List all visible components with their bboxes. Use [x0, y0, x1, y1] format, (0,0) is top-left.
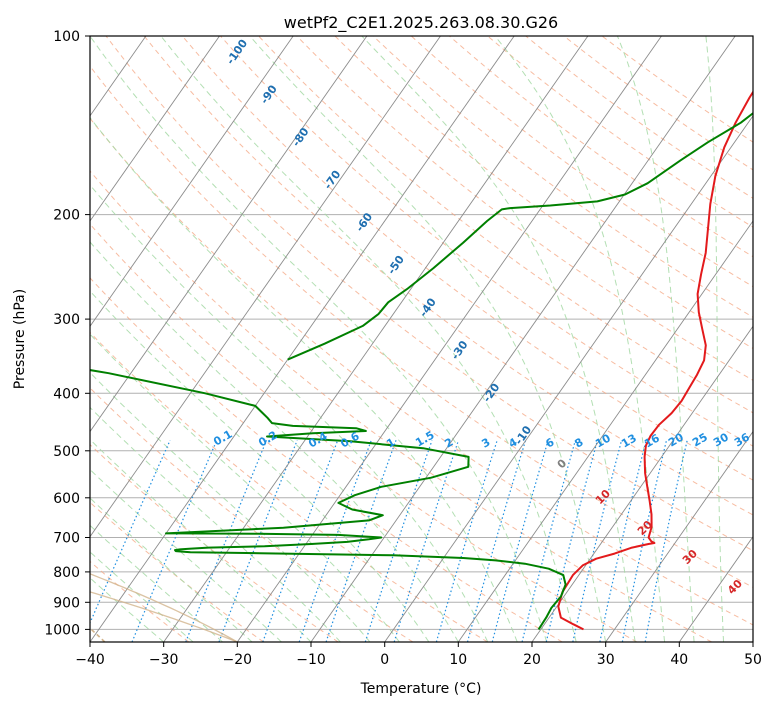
- moist-adiabat: [90, 241, 459, 642]
- mixing-ratio-line: [90, 440, 171, 625]
- isotherm: [0, 36, 72, 642]
- isotherm: [384, 115, 753, 642]
- isotherm: [90, 36, 441, 538]
- isotherm: [90, 36, 294, 328]
- moist-adiabat: [90, 36, 548, 642]
- mixing-ratio-line: [599, 440, 647, 642]
- moist-adiabat: [90, 290, 430, 642]
- x-axis-title: Temperature (°C): [360, 681, 482, 697]
- isotherm: [457, 220, 753, 642]
- moist-adiabat: [90, 184, 489, 642]
- x-tick-label: 40: [670, 652, 688, 668]
- y-axis-ticks: 100 200 300 400 500 600 700 800 900 1000: [44, 29, 90, 638]
- x-tick-label: 50: [744, 652, 762, 668]
- dry-adiabat: [90, 331, 488, 642]
- mixing-ratio-line: [262, 440, 339, 642]
- chart-title: wetPf2_C2E1.2025.263.08.30.G26: [284, 13, 558, 33]
- plot-background: [90, 36, 753, 642]
- y-tick-label: 700: [53, 531, 80, 547]
- dry-adiabat: [449, 36, 753, 258]
- isotherm: [531, 325, 753, 642]
- moist-adiabat: [90, 524, 223, 642]
- mixing-ratio-line: [521, 440, 576, 642]
- moist-adiabat: [90, 333, 400, 642]
- isotherm: [605, 430, 753, 642]
- mixing-ratio-line: [621, 440, 668, 642]
- profile-series: [90, 90, 753, 631]
- isotherm: [310, 36, 736, 642]
- x-tick-label: −40: [75, 652, 105, 668]
- moist-adiabat: [616, 36, 695, 642]
- moist-adiabat: [90, 497, 253, 642]
- mixing-ratio-line: [491, 440, 549, 642]
- mixing-ratio-line: [572, 440, 623, 642]
- y-tick-label: 100: [53, 29, 80, 45]
- x-axis-ticks: −40 −30 −20 −10 0 10 20 30 40 50: [75, 642, 762, 668]
- plot-frame: [89, 35, 754, 643]
- mixing-ratio-lines: [90, 440, 688, 642]
- y-tick-label: 900: [53, 595, 80, 611]
- isotherm: [90, 36, 220, 222]
- dry-adiabat: [90, 277, 563, 642]
- profile-series-line: [287, 111, 753, 361]
- x-tick-label: −20: [223, 652, 253, 668]
- profile-series-line: [557, 90, 753, 631]
- isotherm: [678, 535, 753, 642]
- dry-adiabat: [296, 36, 753, 381]
- y-tick-label: 300: [53, 312, 80, 328]
- moist-adiabat: [361, 36, 636, 642]
- reference-curve: [90, 591, 238, 642]
- x-tick-label: −10: [296, 652, 326, 668]
- moist-adiabat: [90, 371, 371, 642]
- dry-adiabat: [601, 36, 753, 143]
- y-tick-label: 600: [53, 491, 80, 507]
- x-tick-label: 20: [523, 652, 541, 668]
- y-tick-label: 200: [53, 208, 80, 224]
- dry-adiabat: [334, 36, 753, 349]
- x-tick-label: 0: [380, 652, 389, 668]
- dry-adiabat: [90, 501, 264, 642]
- y-tick-label: 1000: [44, 622, 80, 638]
- profile-series-line: [90, 369, 567, 630]
- x-tick-label: −30: [149, 652, 179, 668]
- dry-adiabat: [90, 117, 753, 626]
- dry-adiabat: [90, 65, 753, 588]
- moist-adiabat: [705, 36, 724, 642]
- y-tick-label: 400: [53, 386, 80, 402]
- y-tick-label: 500: [53, 444, 80, 460]
- mixing-ratio-line: [393, 440, 460, 642]
- isotherm: [236, 36, 662, 642]
- isotherm: [90, 36, 515, 642]
- moist-adiabat: [494, 36, 666, 642]
- isotherm: [752, 641, 753, 642]
- isotherm: [163, 36, 589, 642]
- mixing-ratio-line: [298, 440, 372, 642]
- y-axis-title: Pressure (hPa): [12, 289, 28, 389]
- x-tick-label: 10: [449, 652, 467, 668]
- moist-adiabat: [90, 551, 194, 642]
- dry-adiabat: [487, 36, 753, 228]
- dry-adiabat: [220, 36, 753, 447]
- moist-adiabat: [160, 36, 577, 642]
- mixing-ratio-line: [644, 440, 688, 642]
- dry-adiabats: [90, 36, 753, 642]
- reference-curves: [90, 573, 238, 642]
- moist-adiabat: [249, 36, 607, 642]
- x-tick-label: 30: [597, 652, 615, 668]
- mixing-ratio-line: [435, 440, 498, 642]
- dry-adiabat: [410, 36, 753, 288]
- reference-curve: [90, 573, 238, 642]
- mixing-ratio-line: [545, 440, 598, 642]
- mixing-ratio-line: [131, 440, 218, 642]
- moist-adiabat: [90, 116, 518, 642]
- y-tick-label: 800: [53, 565, 80, 581]
- isotherm: [90, 36, 368, 433]
- dry-adiabat: [258, 36, 753, 414]
- isotherms: [0, 36, 753, 642]
